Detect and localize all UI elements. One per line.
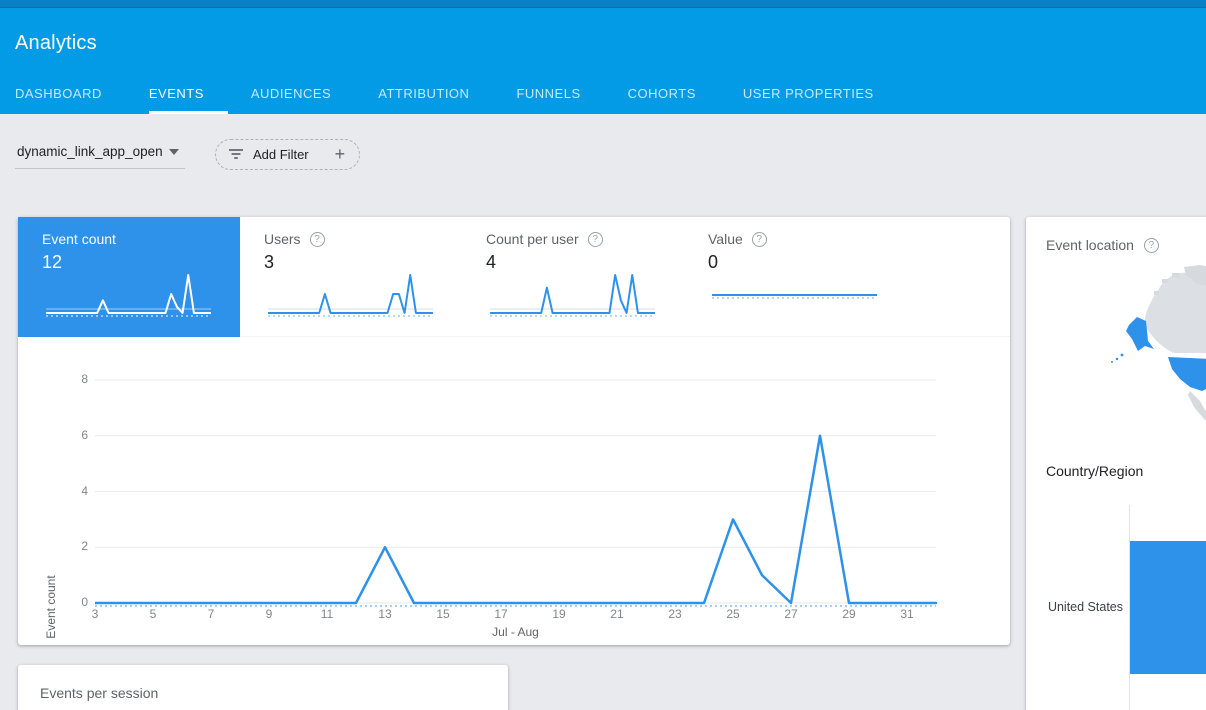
event-count-line-chart: [95, 370, 954, 615]
x-tick-31: 31: [892, 607, 922, 621]
y-tick-6: 6: [54, 428, 88, 442]
sparkline-event-count: [42, 265, 217, 327]
analytics-app: Analytics DASHBOARD EVENTS AUDIENCES ATTRIB…: [0, 0, 1206, 710]
x-tick-29: 29: [834, 607, 864, 621]
metric-tab-count-per-user[interactable]: Count per user?4: [462, 217, 684, 337]
x-tick-19: 19: [544, 607, 574, 621]
metric-label: Count per user: [486, 231, 579, 247]
x-tick-9: 9: [254, 607, 284, 621]
nav-tab-events[interactable]: EVENTS: [149, 76, 204, 114]
x-axis-label: Jul - Aug: [95, 625, 936, 639]
plus-icon: +: [335, 148, 346, 160]
filter-row: dynamic_link_app_open Add Filter +: [0, 114, 1206, 176]
metric-tab-event-count[interactable]: Event count12: [18, 217, 240, 337]
map-aleutian-dot: [1121, 354, 1124, 357]
map-island: [1172, 273, 1180, 278]
y-tick-2: 2: [54, 539, 88, 553]
x-tick-27: 27: [776, 607, 806, 621]
metric-tab-value[interactable]: Value?0: [684, 217, 906, 337]
event-selector[interactable]: dynamic_link_app_open: [15, 139, 185, 169]
united-states-bar[interactable]: [1130, 541, 1206, 674]
app-header: Analytics DASHBOARD EVENTS AUDIENCES ATTRIB…: [0, 8, 1206, 114]
x-tick-21: 21: [602, 607, 632, 621]
country-region-header: Country/Region: [1046, 463, 1143, 479]
nav-tab-attribution[interactable]: ATTRIBUTION: [378, 76, 469, 114]
sparkline-value: [708, 265, 883, 327]
nav-tabs: DASHBOARD EVENTS AUDIENCES ATTRIBUTION FUNNE…: [15, 76, 874, 114]
x-tick-23: 23: [660, 607, 690, 621]
events-per-session-title: Events per session: [18, 665, 508, 701]
map-mexico-shape: [1188, 391, 1206, 425]
metric-tab-users[interactable]: Users?3: [240, 217, 462, 337]
y-tick-4: 4: [54, 484, 88, 498]
page-title: Analytics: [0, 8, 1206, 55]
metric-tabs: Event count12Users?3Count per user?4Valu…: [18, 217, 1010, 337]
event-count-chart: Event count 02468 3579111315171921232527…: [18, 337, 1010, 645]
nav-tab-audiences[interactable]: AUDIENCES: [251, 76, 331, 114]
help-icon[interactable]: ?: [310, 232, 325, 247]
help-icon[interactable]: ?: [588, 232, 603, 247]
nav-tab-cohorts[interactable]: COHORTS: [628, 76, 696, 114]
nav-tab-dashboard[interactable]: DASHBOARD: [15, 76, 102, 114]
x-tick-13: 13: [370, 607, 400, 621]
nav-tab-funnels[interactable]: FUNNELS: [516, 76, 580, 114]
y-tick-8: 8: [54, 372, 88, 386]
sparkline-users: [264, 265, 439, 327]
x-tick-15: 15: [428, 607, 458, 621]
map-aleutian-dot: [1116, 358, 1118, 360]
map-united-states-shape: [1168, 357, 1206, 391]
x-tick-3: 3: [80, 607, 110, 621]
event-location-title: Event location: [1046, 237, 1134, 253]
help-icon[interactable]: ?: [752, 232, 767, 247]
event-location-title-row: Event location ?: [1026, 217, 1206, 253]
add-filter-label: Add Filter: [253, 147, 309, 162]
sparkline-count-per-user: [486, 265, 661, 327]
help-icon[interactable]: ?: [1144, 238, 1159, 253]
filter-icon: [228, 147, 244, 161]
x-tick-7: 7: [196, 607, 226, 621]
events-per-session-card: Events per session: [18, 665, 508, 710]
events-overview-card: Event count12Users?3Count per user?4Valu…: [18, 217, 1010, 645]
event-selector-value: dynamic_link_app_open: [17, 144, 163, 159]
map-island: [1154, 291, 1159, 295]
x-tick-17: 17: [486, 607, 516, 621]
country-label: United States: [1026, 600, 1123, 614]
map-aleutian-dot: [1111, 361, 1113, 363]
metric-label: Value: [708, 231, 743, 247]
map-island: [1162, 279, 1168, 283]
north-america-map: [1034, 265, 1206, 460]
dropdown-arrow-icon: [169, 149, 179, 155]
window-top-strip: [0, 0, 1206, 8]
event-location-card: Event location ? Country/Region United S…: [1026, 217, 1206, 710]
x-tick-25: 25: [718, 607, 748, 621]
x-tick-5: 5: [138, 607, 168, 621]
nav-tab-user-properties[interactable]: USER PROPERTIES: [743, 76, 874, 114]
x-tick-11: 11: [312, 607, 342, 621]
metric-label: Users: [264, 231, 301, 247]
add-filter-button[interactable]: Add Filter +: [215, 139, 360, 170]
metric-label: Event count: [42, 231, 116, 247]
